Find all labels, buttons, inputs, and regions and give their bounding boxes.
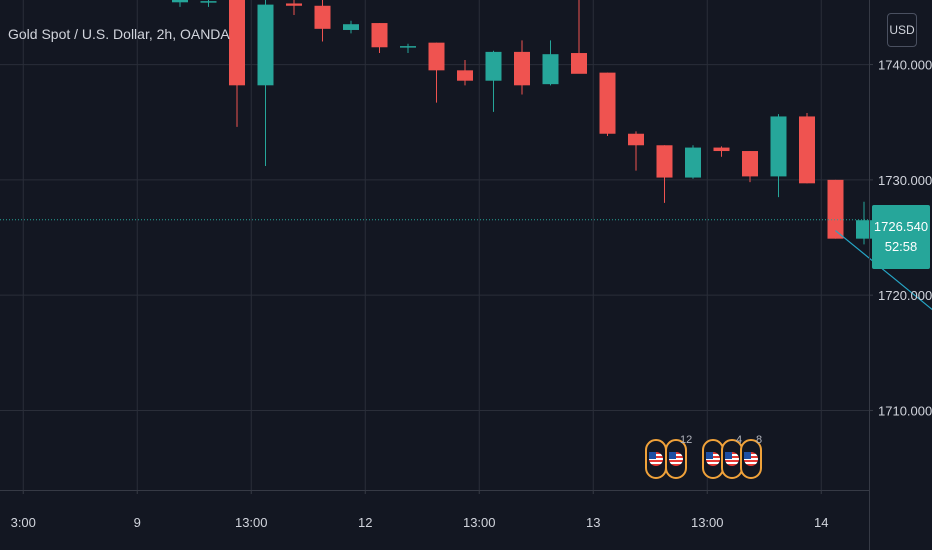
us-flag-icon[interactable] [645, 439, 667, 479]
current-price-label: 1726.540 [873, 219, 929, 234]
candle-body [428, 42, 445, 71]
us-flag-icon[interactable] [665, 439, 687, 479]
candle-body [229, 0, 245, 86]
candle-body [685, 147, 701, 178]
time-tick-label: 9 [134, 515, 141, 530]
candle-body [514, 51, 530, 86]
time-tick-label: 12 [358, 515, 372, 530]
candle-body [656, 145, 673, 178]
time-tick-label: 13:00 [463, 515, 496, 530]
chart-overlay [0, 219, 932, 311]
candle-body [856, 220, 872, 239]
candle-body [400, 46, 416, 48]
candle-body [257, 4, 274, 86]
time-tick-label: 3:00 [11, 515, 36, 530]
event-count: 4 [736, 434, 743, 446]
candle-body [770, 116, 787, 177]
currency-button[interactable]: USD [887, 13, 917, 47]
candle-body [200, 1, 217, 3]
price-tick-label: 1720.000 [878, 288, 932, 303]
candle-body [286, 3, 302, 6]
candle-body [571, 53, 587, 74]
chart-grid [0, 0, 869, 490]
current-price-tag: 1726.540 52:58 [872, 205, 930, 269]
time-tick-label: 13:00 [691, 515, 724, 530]
candle-body [343, 24, 359, 30]
time-tick-label: 13 [586, 515, 600, 530]
candle-body [457, 70, 473, 81]
event-count: 12 [680, 434, 693, 446]
economic-events-group-1[interactable]: 12 [645, 434, 695, 489]
candle-body [628, 133, 644, 146]
candle-body [713, 147, 730, 152]
price-tick-label: 1740.000 [878, 58, 932, 73]
candle-body [371, 23, 388, 48]
candle-body [485, 51, 502, 81]
candle-body [542, 54, 559, 85]
candle-body [172, 0, 188, 3]
bar-countdown: 52:58 [884, 239, 918, 254]
trend-projection-line [835, 230, 932, 311]
us-flag-icon[interactable] [740, 439, 762, 479]
candle-body [799, 116, 815, 184]
price-tick-label: 1710.000 [878, 403, 932, 418]
time-tick-label: 14 [814, 515, 828, 530]
candle-body [742, 151, 758, 177]
event-count: 8 [756, 434, 763, 446]
candle-body [827, 179, 844, 239]
price-tick-label: 1730.000 [878, 173, 932, 188]
economic-events-group-2[interactable]: 4 8 [702, 434, 772, 489]
candlestick-series [172, 0, 872, 245]
symbol-title: Gold Spot / U.S. Dollar, 2h, OANDA [8, 26, 230, 42]
candle-body [314, 5, 331, 29]
time-tick-label: 13:00 [235, 515, 268, 530]
candle-body [599, 72, 616, 134]
